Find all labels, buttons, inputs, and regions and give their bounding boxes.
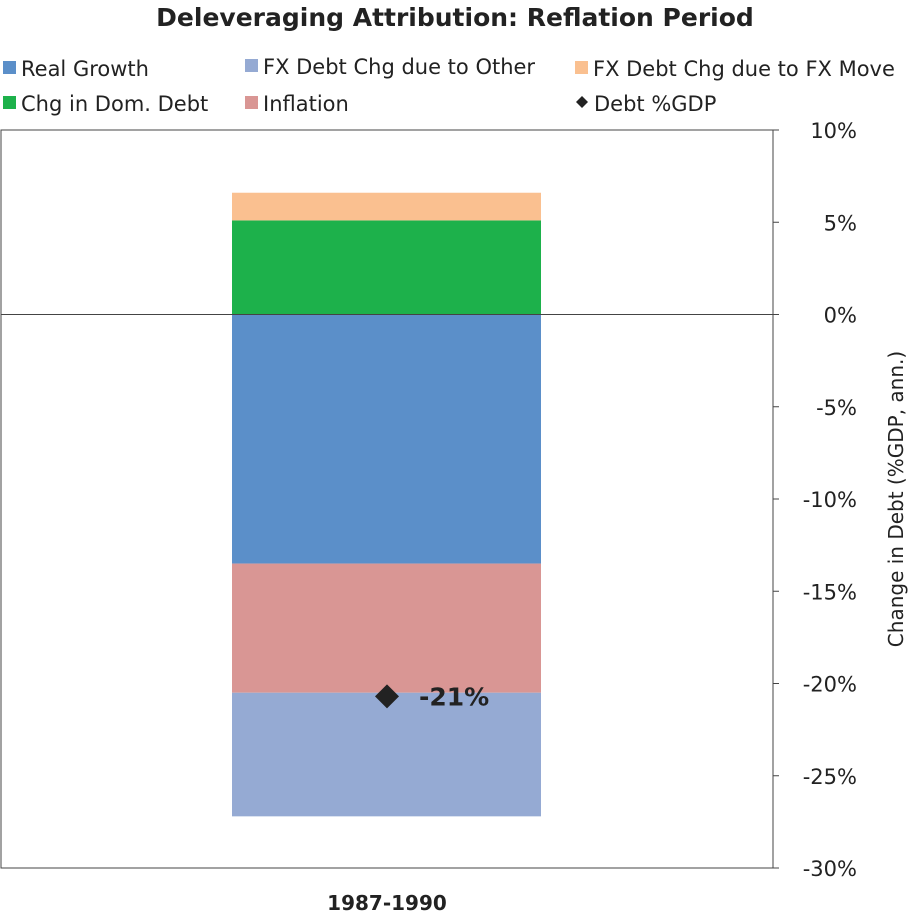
category-label: 1987-1990 [327, 891, 447, 912]
legend-label-dom-debt: Chg in Dom. Debt [21, 92, 208, 116]
y-tick-label: 5% [824, 211, 857, 235]
bar-segment-fx-debt-chg-due-to-other [232, 692, 541, 817]
y-tick-label: 0% [824, 304, 857, 328]
bar-segment-chg-in-dom-debt [232, 220, 541, 315]
bars [232, 192, 541, 817]
y-axis-label: Change in Debt (%GDP, ann.) [884, 351, 908, 647]
legend-swatch-fx-other [245, 59, 258, 72]
legend-swatch-real-growth [3, 61, 16, 74]
legend-swatch-inflation [245, 96, 258, 109]
chart-title: Deleveraging Attribution: Reflation Peri… [156, 3, 754, 32]
y-tick-label: -20% [803, 673, 857, 697]
legend-label-real-growth: Real Growth [21, 57, 149, 81]
y-tick-label: -5% [816, 396, 857, 420]
legend-label-debt-gdp: Debt %GDP [594, 92, 716, 116]
y-tick-label: 10% [810, 119, 857, 143]
legend: Real Growth FX Debt Chg due to Other FX … [3, 55, 895, 116]
y-tick-label: -30% [803, 857, 857, 881]
legend-swatch-fx-move [575, 61, 588, 74]
y-tick-label: -25% [803, 765, 857, 789]
legend-label-fx-other: FX Debt Chg due to Other [263, 55, 535, 79]
diamond-icon [576, 96, 588, 108]
debt-gdp-marker [375, 684, 399, 709]
bar-segment-real-growth [232, 314, 541, 564]
y-tick-label: -10% [803, 488, 857, 512]
debt-gdp-data-label: -21% [419, 682, 489, 711]
legend-swatch-dom-debt [3, 96, 16, 109]
y-tick-label: -15% [803, 580, 857, 604]
bar-segment-inflation [232, 563, 541, 693]
bar-segment-fx-debt-chg-due-to-fx-move [232, 192, 541, 221]
legend-label-fx-move: FX Debt Chg due to FX Move [593, 57, 895, 81]
y-axis: 10% 5% 0% -5% -10% -15% -20% -25% -30% [773, 119, 857, 881]
legend-label-inflation: Inflation [263, 92, 349, 116]
markers: -21% [375, 682, 489, 711]
